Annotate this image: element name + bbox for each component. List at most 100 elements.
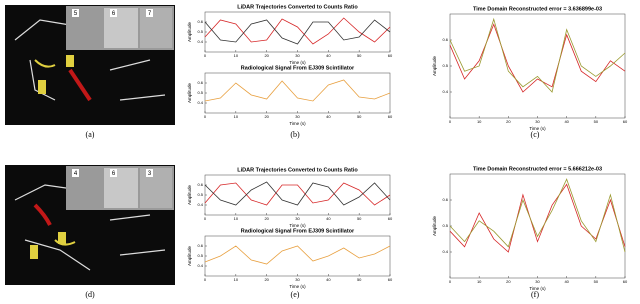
y-tick-label: 0.6 [197,182,203,187]
x-tick-label: 60 [623,119,628,124]
y-tick-label: 0.5 [442,223,448,228]
x-tick-label: 20 [264,53,269,58]
x-tick-label: 50 [594,119,599,124]
x-axis-label: Time (s) [289,284,306,289]
series-line [449,183,626,253]
series-line [449,178,626,253]
x-tick-label: 20 [264,277,269,282]
x-tick-label: 60 [623,279,628,284]
x-tick-label: 50 [357,216,362,221]
x-tick-label: 30 [295,216,300,221]
x-tick-label: 40 [326,277,331,282]
x-tick-label: 10 [234,216,239,221]
x-tick-label: 40 [326,114,331,119]
label-box [146,169,153,177]
x-tick-label: 40 [326,216,331,221]
y-tick-label: 0.4 [442,89,448,94]
inset-label: 3 [148,171,152,177]
series-line [204,79,391,102]
caption: (c) [531,130,540,139]
y-tick-label: 0.5 [197,253,203,258]
x-tick-label: 40 [564,279,569,284]
chart-title: LiDAR Trajectories Converted to Counts R… [237,167,358,173]
series-line [204,182,391,206]
y-tick-label: 0.5 [197,90,203,95]
chart-title: Time Domain Reconstructed error = 3.6368… [473,6,602,12]
x-tick-label: 0 [204,53,207,58]
y-axis-label: Amplitude [187,22,192,43]
plot-frame [449,13,626,119]
series-line [204,19,391,45]
x-tick-label: 60 [388,53,393,58]
x-axis-label: Time (s) [529,126,546,131]
x-tick-label: 30 [535,279,540,284]
series-line [449,23,626,93]
x-tick-label: 10 [234,277,239,282]
y-axis-label: Amplitude [187,246,192,267]
label-box [146,9,153,17]
y-axis-label: Amplitude [187,185,192,206]
photo-panel-a [5,5,175,125]
x-tick-label: 10 [477,279,482,284]
x-tick-label: 30 [295,277,300,282]
y-tick-label: 0.6 [442,37,448,42]
x-tick-label: 10 [234,53,239,58]
x-axis-label: Time (s) [289,60,306,65]
x-tick-label: 50 [594,279,599,284]
x-axis-label: Time (s) [289,223,306,228]
y-tick-label: 0.4 [197,39,203,44]
x-axis-label: Time (s) [289,121,306,126]
y-tick-label: 0.5 [197,29,203,34]
x-tick-label: 40 [326,53,331,58]
x-tick-label: 30 [295,114,300,119]
y-tick-label: 0.6 [197,80,203,85]
plot-frame [204,235,391,277]
y-axis-label: Amplitude [432,216,437,237]
label-box [72,9,79,17]
x-tick-label: 50 [357,114,362,119]
inset-label: 4 [74,171,78,177]
x-tick-label: 10 [234,114,239,119]
x-tick-label: 20 [506,279,511,284]
x-tick-label: 20 [506,119,511,124]
caption: (f) [531,290,539,299]
plot-frame [204,174,391,216]
y-tick-label: 0.5 [442,63,448,68]
y-axis-label: Amplitude [187,83,192,104]
plot-frame [204,11,391,53]
y-tick-label: 0.5 [197,192,203,197]
x-tick-label: 50 [357,277,362,282]
chart-title: LiDAR Trajectories Converted to Counts R… [237,4,358,10]
chart-title: Time Domain Reconstructed error = 5.6662… [473,166,602,172]
x-tick-label: 10 [477,119,482,124]
x-tick-label: 0 [449,119,452,124]
y-tick-label: 0.6 [197,19,203,24]
caption: (d) [85,290,95,299]
y-axis-label: Amplitude [432,56,437,77]
plot-frame [204,72,391,114]
x-tick-label: 0 [449,279,452,284]
label-box [110,169,117,177]
series-line [204,181,391,206]
x-tick-label: 30 [295,53,300,58]
x-tick-label: 60 [388,277,393,282]
y-tick-label: 0.4 [197,202,203,207]
inset-label: 6 [112,11,116,17]
y-tick-label: 0.4 [442,249,448,254]
caption: (a) [86,130,95,139]
label-box [110,9,117,17]
series-line [449,17,626,93]
x-tick-label: 0 [204,114,207,119]
inset-label: 6 [112,171,116,177]
caption: (b) [290,130,300,139]
photo-panel-d [5,165,175,285]
y-tick-label: 0.4 [197,263,203,268]
x-tick-label: 20 [264,114,269,119]
caption: (e) [291,290,300,299]
x-tick-label: 60 [388,216,393,221]
y-tick-label: 0.6 [442,197,448,202]
x-tick-label: 0 [204,216,207,221]
x-tick-label: 20 [264,216,269,221]
inset-label: 5 [74,11,78,17]
